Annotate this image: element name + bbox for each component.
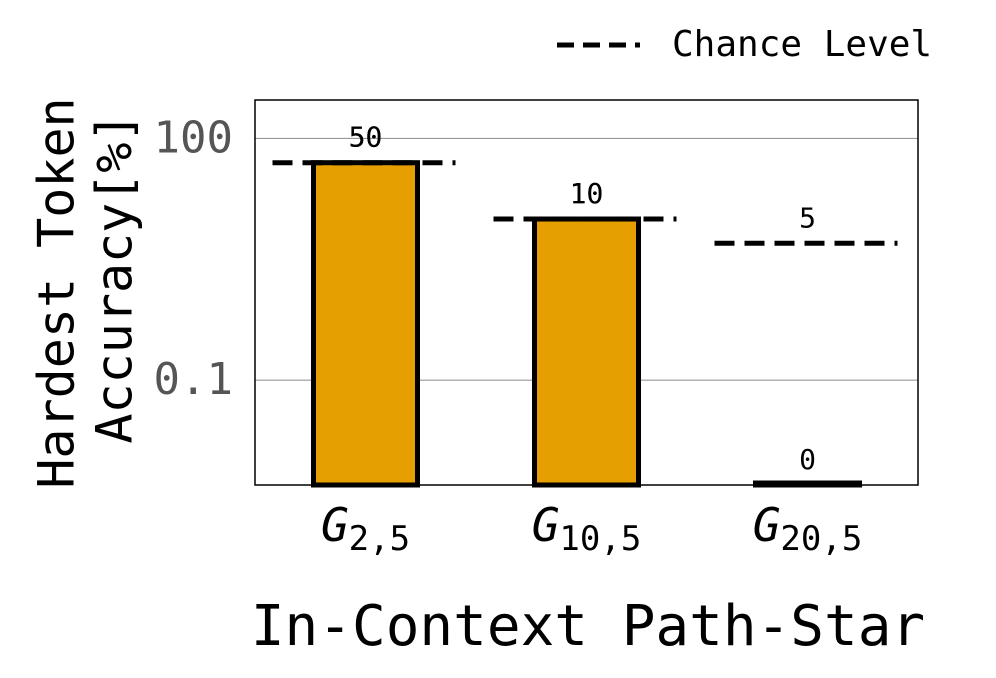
- bar-value-label: 50: [349, 121, 383, 154]
- chance-value-label: 5: [799, 201, 816, 234]
- x-tick-base: G: [753, 498, 781, 552]
- x-tick-label: G10,5: [532, 498, 642, 559]
- bar: [753, 480, 862, 488]
- chance-value-label: 50: [349, 121, 383, 154]
- y-axis-label: Accuracy[%]: [86, 112, 144, 443]
- x-tick-sub: 2,5: [349, 519, 410, 559]
- bar: [311, 160, 420, 488]
- x-tick-base: G: [532, 498, 560, 552]
- y-tick-label: 100: [154, 112, 233, 163]
- bar: [532, 216, 641, 488]
- x-tick-sub: 10,5: [559, 519, 641, 559]
- x-tick-sub: 20,5: [780, 519, 862, 559]
- x-tick-label: G2,5: [321, 498, 410, 559]
- x-axis-label: In-Context Path-Star: [251, 594, 925, 659]
- y-tick-label: 0.1: [154, 354, 233, 405]
- legend-label: Chance Level: [672, 24, 932, 65]
- x-tick-label: G20,5: [753, 498, 863, 559]
- bar-value-label: 0: [799, 443, 816, 476]
- bar-value-label: 10: [570, 177, 604, 210]
- x-tick-base: G: [321, 498, 349, 552]
- y-axis-label: Hardest Token: [28, 97, 86, 488]
- chance-value-label: 10: [570, 177, 604, 210]
